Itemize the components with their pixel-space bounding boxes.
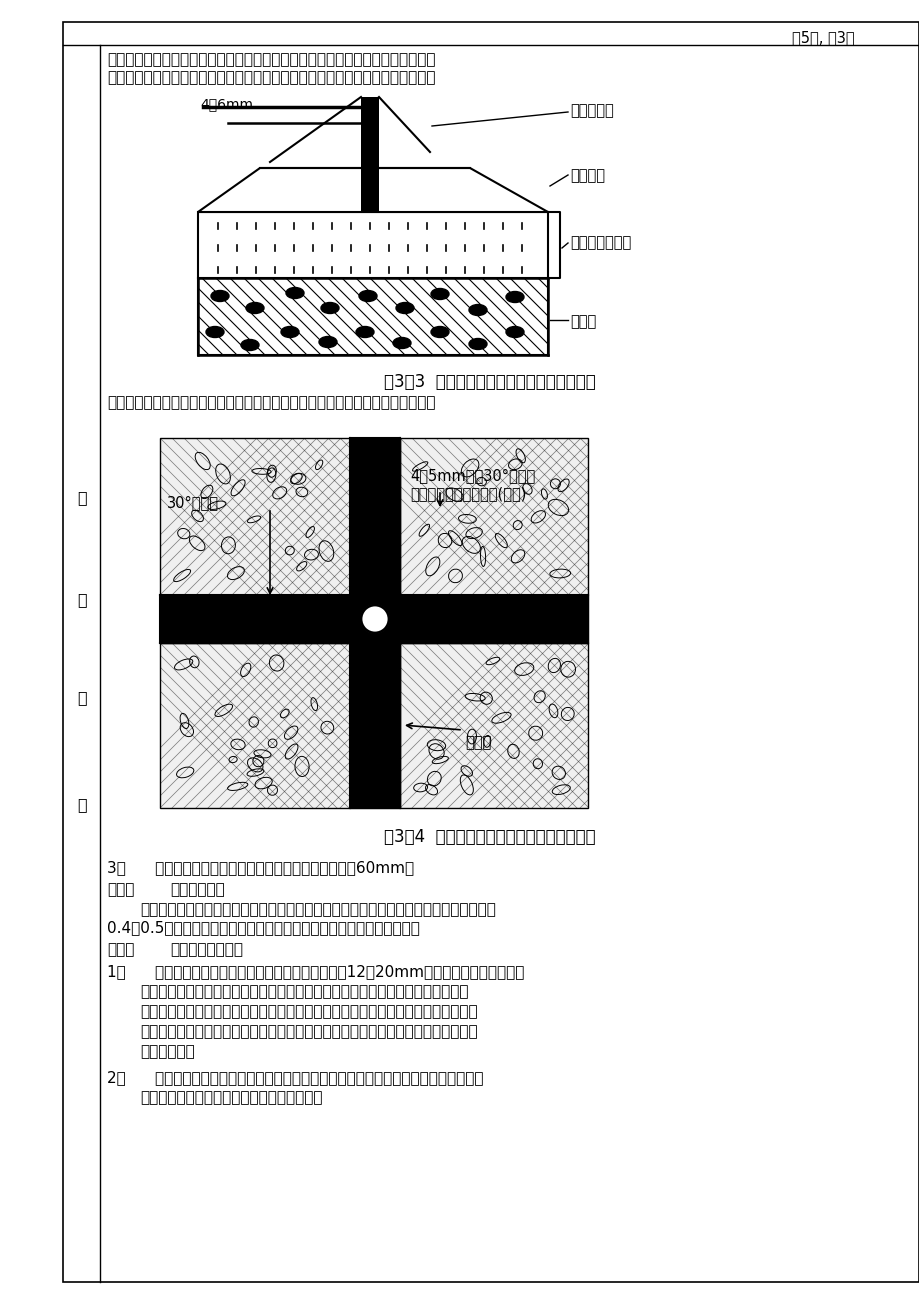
Ellipse shape xyxy=(430,289,448,299)
Bar xyxy=(400,437,587,595)
Text: 共5页, 第3页: 共5页, 第3页 xyxy=(791,30,854,46)
Ellipse shape xyxy=(321,302,338,314)
Text: 准备填充水磨石拌合料(石子): 准备填充水磨石拌合料(石子) xyxy=(410,486,526,501)
Text: 交: 交 xyxy=(77,490,86,505)
Text: 30°水泥浆: 30°水泥浆 xyxy=(167,495,219,510)
Bar xyxy=(160,595,349,643)
Bar xyxy=(349,437,400,595)
Text: 图3－4  现制水磨石地面镶嵌分格条平面示意: 图3－4 现制水磨石地面镶嵌分格条平面示意 xyxy=(384,828,596,846)
Text: 0.4～0.5，要刷均匀，要随刷随铺拌合料，防止结合层风干，导致空鼓。: 0.4～0.5，要刷均匀，要随刷随铺拌合料，防止结合层风干，导致空鼓。 xyxy=(107,921,419,935)
Text: 钢、玻璃条: 钢、玻璃条 xyxy=(570,103,613,118)
Text: 水泥砂浆找平层: 水泥砂浆找平层 xyxy=(570,234,630,250)
Text: 刮杠刮平）。: 刮杠刮平）。 xyxy=(140,1044,195,1059)
Ellipse shape xyxy=(245,302,264,314)
Ellipse shape xyxy=(356,327,374,337)
Ellipse shape xyxy=(358,290,377,302)
Ellipse shape xyxy=(430,327,448,337)
Ellipse shape xyxy=(280,327,299,337)
Text: 边角推进，在分格条两边及交叉处特别注意压实抹平，随抹随用直尺进行平度检查，: 边角推进，在分格条两边及交叉处特别注意压实抹平，随抹随用直尺进行平度检查， xyxy=(140,1004,477,1019)
Bar xyxy=(160,595,587,643)
Bar xyxy=(160,437,349,595)
Text: 1、      水磨石拌合料的面层厚度，除特殊要求外，宜为12～20mm，并按石粒粒径确定，将: 1、 水磨石拌合料的面层厚度，除特殊要求外，宜为12～20mm，并按石粒粒径确定… xyxy=(107,963,524,979)
Polygon shape xyxy=(198,168,548,212)
Text: 图3－3  现制水磨石地面镶嵌分格条剖面示意: 图3－3 现制水磨石地面镶嵌分格条剖面示意 xyxy=(384,372,596,391)
Text: 内: 内 xyxy=(77,690,86,704)
Bar xyxy=(400,437,587,595)
Text: 4～6mm: 4～6mm xyxy=(199,98,253,111)
Text: 面层的需要一次统一配制、配足，配制时不但要拌合，还要用筛子筛匀后，装袋存: 面层的需要一次统一配制、配足，配制时不但要拌合，还要用筛子筛匀后，装袋存 xyxy=(107,70,435,85)
Text: 如有局部铺设过高，应用铁抹子挖去一部分，再将周围的水泥石子拍挤抹平（不得用: 如有局部铺设过高，应用铁抹子挖去一部分，再将周围的水泥石子拍挤抹平（不得用 xyxy=(140,1023,477,1039)
Ellipse shape xyxy=(286,288,303,298)
Bar xyxy=(160,643,349,809)
Text: 底: 底 xyxy=(77,592,86,607)
Ellipse shape xyxy=(319,336,336,348)
Text: 铺设水磨石拌合料: 铺设水磨石拌合料 xyxy=(170,943,243,957)
Ellipse shape xyxy=(395,302,414,314)
Text: 涂刷水泥浆层: 涂刷水泥浆层 xyxy=(170,881,224,897)
Ellipse shape xyxy=(206,327,223,337)
Bar xyxy=(160,437,349,595)
Text: 容: 容 xyxy=(77,797,86,812)
Bar xyxy=(360,98,379,212)
Ellipse shape xyxy=(469,305,486,315)
Ellipse shape xyxy=(505,292,524,302)
Ellipse shape xyxy=(505,327,524,337)
Polygon shape xyxy=(198,212,548,279)
Circle shape xyxy=(360,605,389,633)
Bar xyxy=(349,437,400,809)
Text: 待前一种达到施工允许强度后，再铺后一种。: 待前一种达到施工允许强度后，再铺后一种。 xyxy=(140,1090,323,1105)
Text: 2、      几种颜色的水磨石拌合料，不可同时铺抹。要先铺抹深颜色的，后铺抹浅颜色的，: 2、 几种颜色的水磨石拌合料，不可同时铺抹。要先铺抹深颜色的，后铺抹浅颜色的， xyxy=(107,1070,483,1085)
Text: （八）: （八） xyxy=(107,881,134,897)
Polygon shape xyxy=(198,279,548,355)
Ellipse shape xyxy=(241,340,259,350)
Text: 先用清水将找平层洒水润湿，涂刷与面层同品种、同等级的水泥浆结合层，其水灰比宜为: 先用清水将找平层洒水润湿，涂刷与面层同品种、同等级的水泥浆结合层，其水灰比宜为 xyxy=(140,902,495,917)
Text: 搅拌均匀的拌合料，先铺抹分格条边，后铺入分格条方框中间，用铁抹子由中间向: 搅拌均匀的拌合料，先铺抹分格条边，后铺入分格条方框中间，用铁抹子由中间向 xyxy=(140,984,468,999)
Bar xyxy=(400,595,587,643)
Text: 4～5mm不抹30°水泥浆: 4～5mm不抹30°水泥浆 xyxy=(410,467,535,483)
Bar xyxy=(349,643,400,809)
Text: 素水泥浆: 素水泥浆 xyxy=(570,168,605,184)
Text: 定。同一彩色水磨石面层应使用同厂、同批颜料。在拌制前，水泥与颜料根据整个: 定。同一彩色水磨石面层应使用同厂、同批颜料。在拌制前，水泥与颜料根据整个 xyxy=(107,52,435,66)
Bar xyxy=(160,643,349,809)
Text: 分格条: 分格条 xyxy=(464,736,491,750)
Ellipse shape xyxy=(210,290,229,302)
Ellipse shape xyxy=(392,337,411,349)
Text: 入干燥的室内备用，严禁受潮。彩色石粒与普通石粒拌合均匀后，集中贮存待用。: 入干燥的室内备用，严禁受潮。彩色石粒与普通石粒拌合均匀后，集中贮存待用。 xyxy=(107,395,435,410)
Polygon shape xyxy=(198,279,548,355)
Text: 3、      各种拌合料在使用时，按配比加水拌均匀，稠度约60mm。: 3、 各种拌合料在使用时，按配比加水拌均匀，稠度约60mm。 xyxy=(107,861,414,875)
Ellipse shape xyxy=(469,339,486,349)
Bar xyxy=(400,643,587,809)
Text: （九）: （九） xyxy=(107,943,134,957)
Text: 混凝土: 混凝土 xyxy=(570,314,596,329)
Bar xyxy=(400,643,587,809)
